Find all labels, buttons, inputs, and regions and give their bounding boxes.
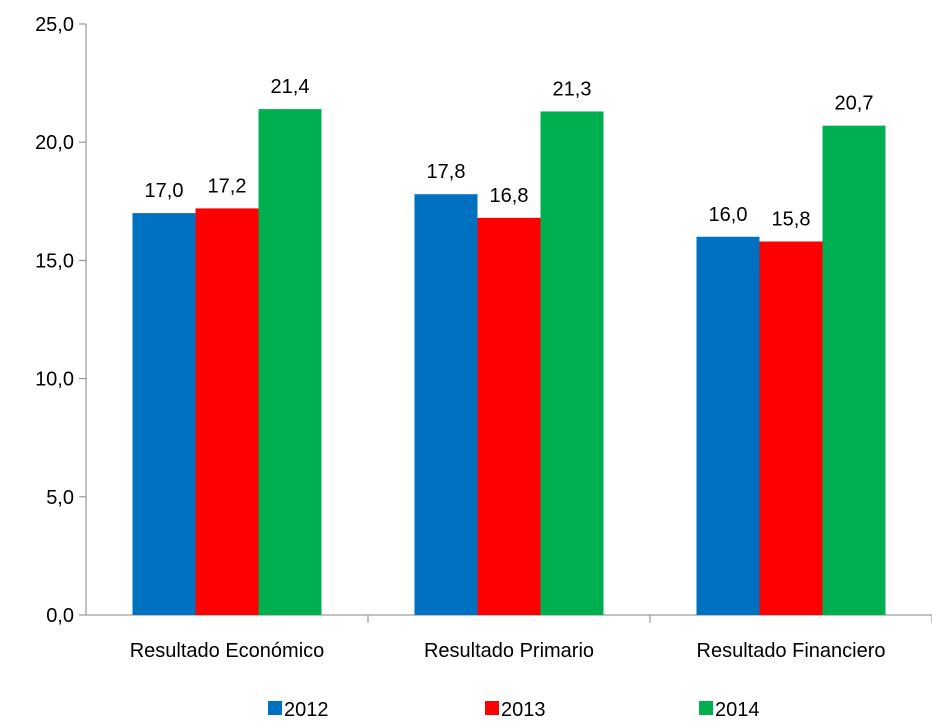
- data-label: 21,3: [553, 78, 592, 100]
- bar-2013: [195, 208, 259, 615]
- bar-2012: [696, 236, 760, 615]
- data-label: 17,2: [208, 175, 247, 197]
- y-tick-label: 15,0: [35, 250, 74, 272]
- data-label: 17,8: [427, 161, 466, 183]
- legend-swatch-2014: [699, 701, 713, 715]
- legend-label: 2014: [715, 699, 760, 721]
- bar-2013: [759, 241, 823, 615]
- bar-2014: [258, 109, 322, 615]
- bar-2014: [540, 111, 604, 615]
- data-label: 21,4: [271, 76, 310, 98]
- y-tick-label: 5,0: [46, 487, 74, 509]
- x-category-label: Resultado Económico: [130, 640, 325, 662]
- legend-swatch-2012: [268, 701, 282, 715]
- legend-label: 2013: [501, 699, 546, 721]
- bar-2012: [414, 194, 478, 615]
- x-category-label: Resultado Financiero: [697, 640, 886, 662]
- y-tick-label: 20,0: [35, 132, 74, 154]
- bar-2014: [822, 125, 886, 615]
- data-label: 20,7: [835, 93, 874, 115]
- y-tick-label: 10,0: [35, 369, 74, 391]
- bar-2012: [132, 213, 196, 615]
- data-label: 16,0: [709, 204, 748, 226]
- y-tick-label: 0,0: [46, 605, 74, 627]
- legend-swatch-2013: [485, 701, 499, 715]
- axes: 0,0 5,0 10,0 15,0 20,0 25,0 Resultado Económic…: [35, 14, 932, 662]
- data-labels: 17,0 17,2 21,4 17,8 16,8 21,3 16,0 15,8 20,7: [145, 76, 874, 230]
- bar-2013: [477, 217, 541, 615]
- data-label: 17,0: [145, 180, 184, 202]
- data-label: 15,8: [772, 208, 811, 230]
- data-label: 16,8: [490, 185, 529, 207]
- legend: 2012 2013 2014: [268, 699, 760, 721]
- legend-label: 2012: [284, 699, 329, 721]
- bars: [132, 109, 886, 615]
- x-category-label: Resultado Primario: [424, 640, 594, 662]
- y-tick-label: 25,0: [35, 14, 74, 36]
